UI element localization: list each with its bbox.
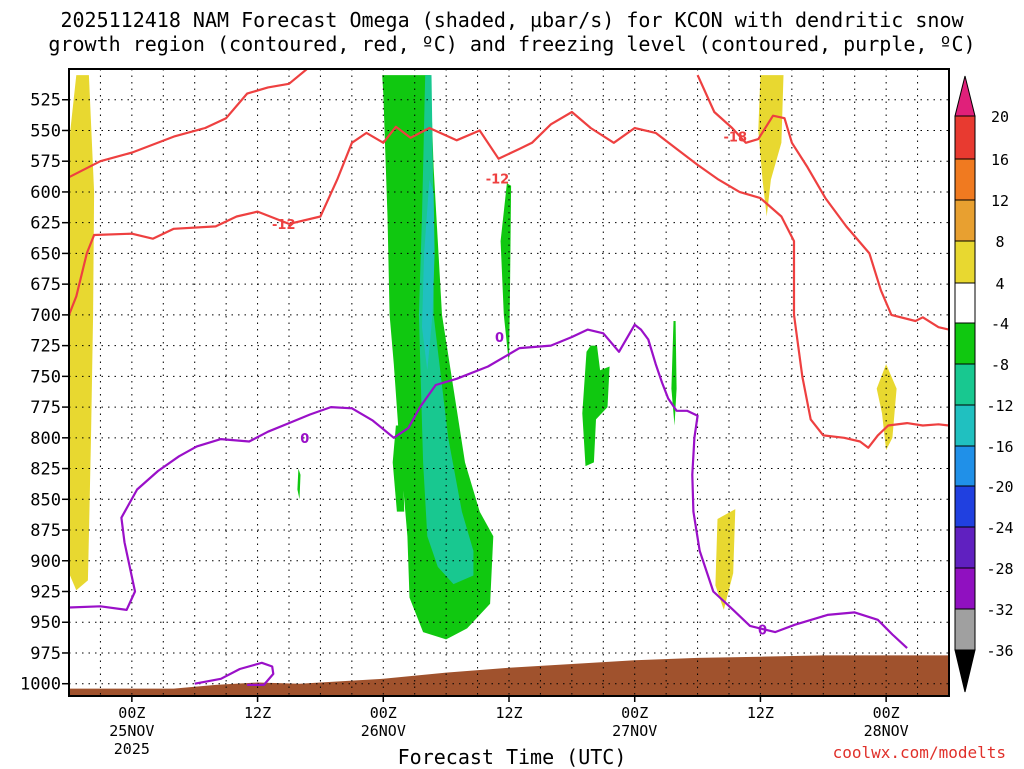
colorbar-label-12: -32 xyxy=(986,601,1013,619)
omega-region-rising-thin xyxy=(671,321,677,426)
y-tick-label-750: 750 xyxy=(30,367,61,387)
chart-title-line1: 2025112418 NAM Forecast Omega (shaded, µ… xyxy=(60,8,964,32)
colorbar-label-8: -16 xyxy=(986,438,1013,456)
contour-label-dgz-upper-right: -18 xyxy=(724,131,748,146)
x-tick-label-0: 00Z xyxy=(118,704,145,722)
x-tick-date-0: 25NOV xyxy=(109,722,154,740)
omega-region-sinking-west xyxy=(69,75,95,591)
colorbar-swatch-11 xyxy=(954,567,976,610)
colorbar-label-10: -24 xyxy=(986,519,1013,537)
contour-freezing-level xyxy=(69,323,908,649)
colorbar-swatch-10 xyxy=(954,526,976,569)
colorbar-swatch-8 xyxy=(954,445,976,487)
terrain-ground xyxy=(69,655,949,696)
y-tick-label-625: 625 xyxy=(30,214,61,234)
colorbar-label-5: -4 xyxy=(991,315,1009,333)
colorbar-swatch-2 xyxy=(954,199,976,242)
colorbar-label-4: 4 xyxy=(995,275,1004,293)
y-tick-label-950: 950 xyxy=(30,613,61,633)
omega-region-rising-west-tail xyxy=(392,425,405,512)
colorbar-label-9: -20 xyxy=(986,478,1013,496)
colorbar-label-3: 8 xyxy=(995,233,1004,251)
colorbar-swatch-5 xyxy=(954,322,976,365)
x-axis-title: Forecast Time (UTC) xyxy=(397,745,627,769)
x-tick-label-48: 00Z xyxy=(621,704,648,722)
x-tick-label-72: 00Z xyxy=(873,704,900,722)
contour-dgz-upper-left xyxy=(69,69,309,179)
y-tick-label-875: 875 xyxy=(30,521,61,541)
colorbar-swatch-6 xyxy=(954,363,976,406)
y-tick-label-725: 725 xyxy=(30,337,61,357)
x-tick-date-48: 27NOV xyxy=(612,722,657,740)
omega-region-sinking-east-low xyxy=(715,509,736,610)
chart-title-line2: growth region (contoured, red, ºC) and f… xyxy=(48,32,976,56)
colorbar-swatch-9 xyxy=(954,485,976,528)
contour-dgz-upper-right xyxy=(696,74,949,331)
contour-freezing-level-low xyxy=(194,661,275,687)
contour-dgz-lower-left xyxy=(69,110,949,449)
y-tick-label-575: 575 xyxy=(30,152,61,172)
y-tick-label-700: 700 xyxy=(30,306,61,326)
contour-label-freezing-level: 0 xyxy=(300,432,309,447)
contour-label-extra-1: 0 xyxy=(495,331,504,346)
contour-label-extra-2: 0 xyxy=(758,624,767,639)
colorbar-label-6: -8 xyxy=(991,356,1009,374)
colorbar-label-0: 20 xyxy=(991,108,1009,126)
x-tick-date-72: 28NOV xyxy=(864,722,909,740)
colorbar-swatch-12 xyxy=(954,608,976,651)
y-tick-label-775: 775 xyxy=(30,398,61,418)
omega-region-sinking-east-far xyxy=(876,364,897,451)
colorbar-label-13: -36 xyxy=(986,642,1013,660)
y-tick-label-525: 525 xyxy=(30,91,61,111)
colorbar-swatch-1 xyxy=(954,158,976,201)
colorbar-label-11: -28 xyxy=(986,560,1013,578)
colorbar-swatch-3 xyxy=(954,240,976,284)
y-tick-label-550: 550 xyxy=(30,121,61,141)
contour-label-extra-0: -12 xyxy=(486,172,510,187)
contour-label-dgz-lower-left: -12 xyxy=(272,218,296,233)
omega-region-rising-core-cyan xyxy=(422,179,435,371)
colorbar-bottom-arrow xyxy=(954,649,976,693)
y-tick-label-925: 925 xyxy=(30,583,61,603)
x-tick-label-24: 00Z xyxy=(370,704,397,722)
x-tick-label-60: 12Z xyxy=(747,704,774,722)
x-tick-date-24: 26NOV xyxy=(361,722,406,740)
y-tick-label-800: 800 xyxy=(30,429,61,449)
colorbar-label-2: 12 xyxy=(991,192,1009,210)
y-tick-label-900: 900 xyxy=(30,552,61,572)
x-tick-label-36: 12Z xyxy=(495,704,522,722)
colorbar-top-arrow xyxy=(954,75,976,117)
y-tick-label-1000: 1000 xyxy=(20,675,61,695)
y-tick-label-675: 675 xyxy=(30,275,61,295)
y-tick-label-650: 650 xyxy=(30,244,61,264)
omega-region-rising-small xyxy=(297,468,301,500)
y-tick-label-600: 600 xyxy=(30,183,61,203)
colorbar-label-1: 16 xyxy=(991,151,1009,169)
x-tick-year-0: 2025 xyxy=(114,740,150,758)
omega-region-rising-mid xyxy=(582,345,610,467)
y-tick-label-850: 850 xyxy=(30,490,61,510)
omega-region-sinking-east-upper xyxy=(758,75,784,217)
y-tick-label-825: 825 xyxy=(30,460,61,480)
colorbar-swatch-0 xyxy=(954,115,976,160)
x-tick-label-12: 12Z xyxy=(244,704,271,722)
y-tick-label-975: 975 xyxy=(30,644,61,664)
colorbar-label-7: -12 xyxy=(986,397,1013,415)
site-credit[interactable]: coolwx.com/modelts xyxy=(832,743,1006,762)
colorbar-swatch-7 xyxy=(954,404,976,447)
omega-region-rising-spike xyxy=(500,183,512,365)
colorbar-swatch-4 xyxy=(954,282,976,324)
